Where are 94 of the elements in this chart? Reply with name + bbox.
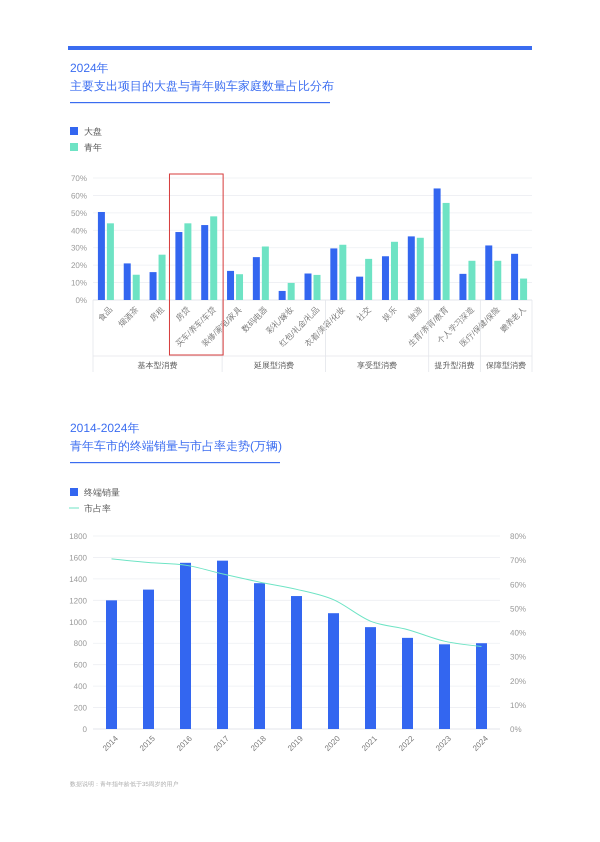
text: 延展型消费	[252, 361, 294, 370]
bar	[106, 600, 117, 729]
bar	[210, 216, 218, 300]
y-tick-label: 10%	[70, 278, 87, 288]
x-tick-label: 房租	[148, 305, 166, 323]
y-tick-label: 70%	[70, 174, 87, 183]
bar	[158, 254, 166, 300]
y-tick-label: 30%	[70, 244, 87, 253]
bar	[98, 212, 105, 300]
chart-subtitle: 主要支出项目的大盘与青年购车家庭数量占比分布	[70, 79, 334, 93]
y-tick-label: 0	[82, 725, 88, 734]
bar	[365, 258, 372, 300]
bar	[278, 290, 286, 300]
bar	[390, 242, 398, 300]
y2-tick-label: 40%	[510, 628, 526, 638]
bar	[416, 238, 424, 300]
y-tick-label: 800	[74, 639, 88, 648]
y2-tick-label: 50%	[510, 604, 526, 614]
bar	[124, 263, 131, 300]
y-tick-label: 60%	[70, 191, 87, 200]
bar	[106, 223, 114, 300]
bar	[520, 278, 528, 300]
y2-tick-label: 70%	[510, 556, 526, 566]
bar	[288, 282, 295, 300]
bar	[330, 248, 338, 300]
bar	[365, 627, 376, 729]
bar	[227, 270, 234, 300]
y-tick-label: 1800	[69, 532, 88, 541]
y-tick-label: 1400	[69, 574, 88, 584]
y-tick-label: 1600	[69, 553, 88, 562]
text: 基本型消费	[138, 361, 178, 370]
bar	[476, 643, 487, 729]
bar	[511, 254, 518, 300]
bar	[180, 562, 191, 729]
chart-subtitle: 青年车市的终端销量与市占率走势(万辆)	[70, 439, 282, 453]
bar	[408, 236, 415, 300]
bar	[143, 590, 154, 729]
y-tick-label: 40%	[70, 226, 87, 236]
y-tick-label: 0%	[75, 296, 87, 305]
bar	[459, 274, 466, 300]
x-tick-label: 娱乐	[380, 305, 398, 323]
x-tick-label: 旅游	[406, 305, 424, 323]
x-tick-label: 食品	[96, 305, 114, 323]
bar	[236, 274, 244, 300]
bar	[356, 276, 364, 300]
bar	[402, 638, 413, 729]
y2-tick-label: 30%	[510, 652, 526, 662]
y-tick-label: 20%	[70, 261, 87, 270]
y-tick-label: 600	[74, 660, 88, 670]
bar	[254, 583, 265, 729]
y2-tick-label: 20%	[510, 676, 526, 686]
bar	[150, 272, 157, 300]
bar	[442, 202, 450, 300]
bar	[494, 260, 502, 300]
bar	[291, 596, 302, 729]
text: 享受型消费	[357, 361, 398, 370]
bar	[468, 260, 476, 300]
y-tick-label: 400	[74, 682, 88, 692]
text: 保障型消费	[486, 361, 526, 370]
bar	[201, 225, 208, 300]
bar	[304, 274, 312, 300]
bar	[184, 223, 192, 300]
bar	[382, 256, 389, 300]
bar	[217, 560, 228, 729]
x-tick-label: 社交	[354, 305, 373, 323]
chart-title: 2024年	[70, 61, 109, 75]
y-tick-label: 1000	[69, 618, 88, 627]
x-tick-label: 赡养老人	[498, 305, 528, 334]
bar	[439, 644, 450, 729]
bar	[175, 232, 182, 300]
bar	[132, 274, 140, 300]
bar	[314, 274, 320, 300]
bar	[328, 613, 339, 729]
y-tick-label: 1200	[69, 596, 88, 606]
x-tick-label: 烟酒茶	[116, 305, 140, 328]
bar	[434, 188, 441, 300]
line-series	[111, 558, 482, 647]
x-tick-label: 房贷	[174, 305, 192, 323]
text: 提升型消费	[434, 361, 475, 370]
legend-label: 终端销量	[84, 488, 120, 498]
legend-label: 青年	[84, 142, 102, 152]
bar	[339, 244, 346, 300]
y2-tick-label: 10%	[510, 700, 526, 710]
chart-title: 2014-2024年	[70, 421, 140, 435]
y2-tick-label: 60%	[510, 580, 526, 590]
y-tick-label: 50%	[70, 208, 87, 218]
y2-tick-label: 0%	[510, 725, 522, 734]
bar	[252, 257, 260, 300]
bar	[262, 246, 269, 300]
bar	[485, 245, 492, 300]
legend-label: 市占率	[84, 504, 111, 514]
y-tick-label: 200	[74, 704, 88, 713]
y2-tick-label: 80%	[510, 532, 526, 541]
legend-label: 大盘	[84, 126, 102, 136]
